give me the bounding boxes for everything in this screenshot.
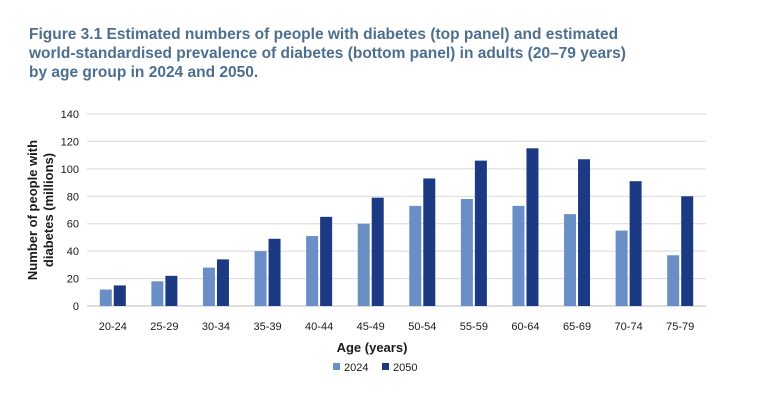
y-tick-label: 40 — [67, 246, 79, 258]
y-axis-title-line: diabetes (millions) — [41, 153, 56, 267]
bar-2050-70-74 — [629, 181, 642, 306]
x-tick-label: 60-64 — [511, 321, 539, 333]
bar-2050-40-44 — [320, 216, 333, 306]
bar-2050-25-29 — [165, 275, 178, 306]
bar-2050-50-54 — [423, 178, 436, 306]
y-tick-label: 0 — [73, 301, 79, 313]
bar-2024-65-69 — [564, 214, 577, 306]
bar-2024-30-34 — [202, 267, 215, 306]
bar-2024-55-59 — [460, 199, 473, 306]
x-axis-title: Age (years) — [337, 340, 408, 355]
bar-2024-75-79 — [667, 255, 680, 306]
x-tick-label: 45-49 — [357, 321, 385, 333]
bar-2050-35-39 — [268, 238, 281, 306]
bar-2024-50-54 — [409, 205, 422, 306]
x-tick-label: 65-69 — [563, 321, 591, 333]
bar-2024-40-44 — [306, 236, 319, 306]
bar-2024-60-64 — [512, 205, 525, 306]
bar-2050-30-34 — [216, 259, 229, 306]
x-tick-label: 30-34 — [202, 321, 230, 333]
y-axis-ticks: 0 20 40 60 80 100 120 140 — [61, 109, 79, 313]
bar-2050-65-69 — [578, 159, 591, 306]
x-tick-label: 40-44 — [305, 321, 333, 333]
y-tick-label: 100 — [61, 164, 79, 176]
x-tick-label: 50-54 — [408, 321, 436, 333]
legend-swatch-2050 — [382, 363, 389, 370]
y-tick-label: 120 — [61, 136, 79, 148]
bar-2024-70-74 — [615, 230, 628, 306]
legend: 2024 2050 — [333, 362, 417, 374]
y-axis-title-line: Number of people with — [25, 140, 40, 280]
bar-2050-45-49 — [371, 197, 384, 306]
legend-label-2024: 2024 — [344, 362, 368, 374]
x-axis-ticks: 20-24 25-29 30-34 35-39 40-44 45-49 50-54 55-59… — [99, 321, 695, 333]
x-tick-label: 35-39 — [253, 321, 281, 333]
x-tick-label: 20-24 — [99, 321, 127, 333]
x-tick-label: 55-59 — [460, 321, 488, 333]
bar-2024-20-24 — [99, 289, 112, 306]
y-tick-label: 140 — [61, 109, 79, 121]
bar-2050-20-24 — [113, 285, 126, 306]
figure-title: Figure 3.1 Estimated numbers of people w… — [29, 26, 626, 81]
bar-2050-60-64 — [526, 148, 539, 306]
bar-2024-35-39 — [254, 251, 267, 306]
y-tick-label: 80 — [67, 191, 79, 203]
legend-swatch-2024 — [333, 363, 340, 370]
x-tick-label: 75-79 — [666, 321, 694, 333]
bar-2050-55-59 — [474, 160, 487, 306]
x-tick-label: 25-29 — [150, 321, 178, 333]
y-tick-label: 60 — [67, 219, 79, 231]
y-tick-label: 20 — [67, 274, 79, 286]
bars — [99, 148, 694, 306]
bar-2024-25-29 — [151, 281, 164, 306]
bar-2024-45-49 — [357, 223, 370, 306]
y-axis-title: Number of people withdiabetes (millions) — [25, 140, 56, 280]
gridlines — [87, 113, 706, 307]
bar-2050-75-79 — [681, 196, 694, 306]
legend-label-2050: 2050 — [393, 362, 417, 374]
x-tick-label: 70-74 — [615, 321, 643, 333]
